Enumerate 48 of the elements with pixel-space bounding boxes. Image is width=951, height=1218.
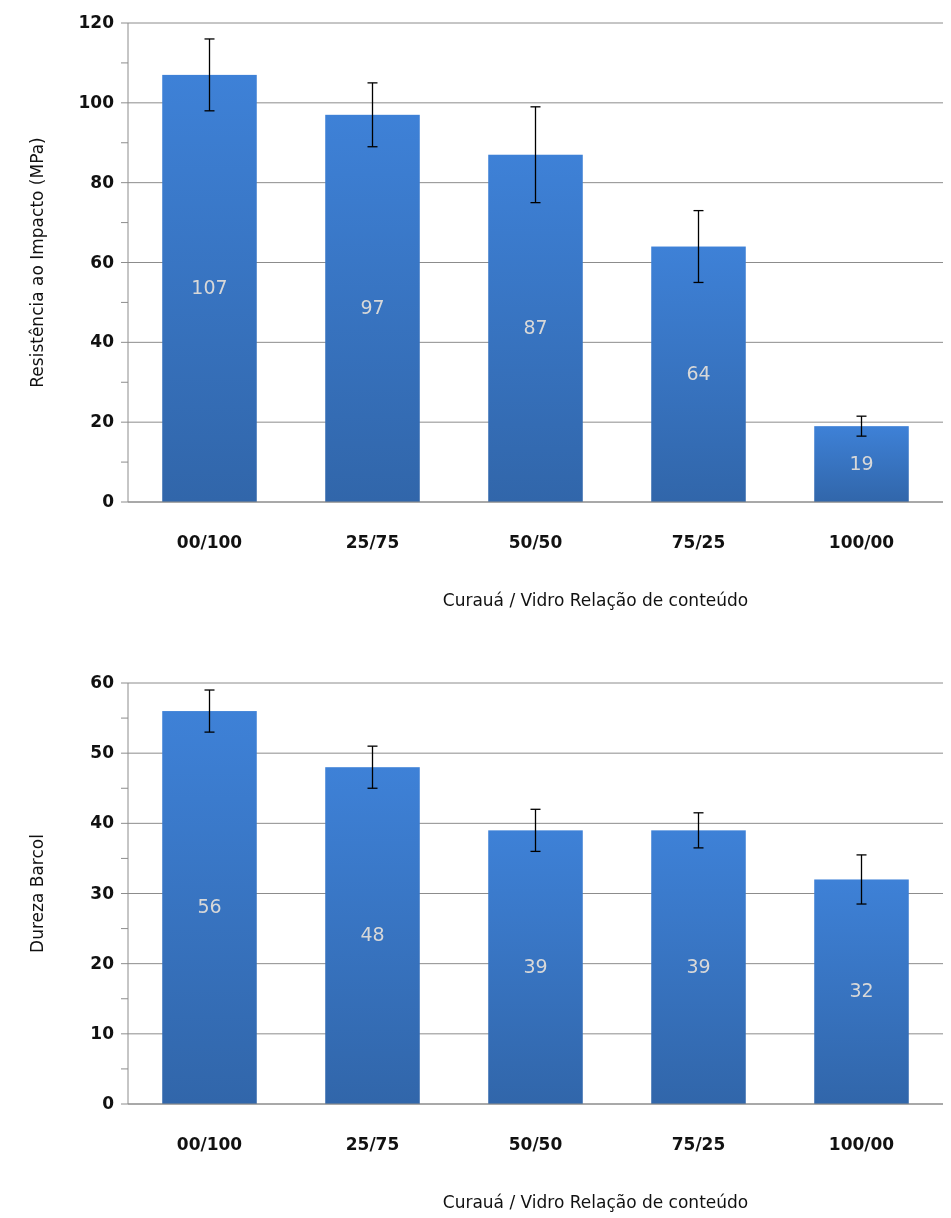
bar — [814, 879, 909, 1104]
bar — [162, 74, 257, 502]
y-tick-label: 60 — [90, 251, 115, 272]
bar — [814, 426, 909, 502]
y-tick-label: 100 — [78, 91, 115, 112]
y-tick-label: 80 — [90, 171, 115, 192]
bar — [325, 114, 420, 502]
x-tick-label: 50/50 — [508, 1134, 563, 1154]
data-label: 39 — [523, 954, 548, 977]
y-tick-label: 60 — [90, 672, 115, 692]
data-label: 19 — [849, 451, 874, 474]
bar — [488, 830, 583, 1104]
bar — [162, 711, 257, 1104]
x-tick-label: 00/100 — [176, 532, 243, 552]
x-tick-label: 25/75 — [345, 1134, 400, 1154]
x-axis-title: Curauá / Vidro Relação de conteúdo — [442, 590, 749, 610]
y-tick-label: 10 — [90, 1022, 115, 1043]
y-tick-label: 0 — [102, 491, 115, 511]
x-tick-label: 25/75 — [345, 532, 400, 552]
x-tick-label: 00/100 — [176, 1134, 243, 1154]
y-tick-label: 50 — [90, 742, 115, 763]
x-tick-label: 75/25 — [671, 1134, 726, 1154]
x-tick-label: 100/00 — [828, 532, 895, 552]
bar — [651, 830, 746, 1104]
y-tick-label: 40 — [90, 331, 115, 352]
y-axis-title: Resistência ao Impacto (MPa) — [27, 137, 47, 388]
y-axis-title: Dureza Barcol — [27, 834, 47, 953]
bar — [325, 767, 420, 1104]
data-label: 64 — [686, 361, 711, 384]
data-label: 97 — [360, 295, 385, 318]
y-tick-label: 40 — [90, 812, 115, 833]
data-label: 87 — [523, 315, 548, 338]
data-label: 39 — [686, 954, 711, 977]
bar — [488, 154, 583, 502]
x-tick-label: 50/50 — [508, 532, 563, 552]
y-tick-label: 30 — [90, 882, 115, 903]
y-tick-label: 20 — [90, 952, 115, 973]
data-label: 48 — [360, 923, 385, 946]
data-label: 32 — [849, 979, 874, 1002]
x-tick-label: 100/00 — [828, 1134, 895, 1154]
bar — [651, 246, 746, 502]
data-label: 107 — [191, 275, 228, 298]
y-tick-label: 120 — [78, 12, 115, 32]
y-tick-label: 20 — [90, 411, 115, 432]
data-label: 56 — [197, 895, 222, 918]
y-tick-label: 0 — [102, 1093, 115, 1113]
x-axis-title: Curauá / Vidro Relação de conteúdo — [442, 1192, 749, 1212]
x-tick-label: 75/25 — [671, 532, 726, 552]
